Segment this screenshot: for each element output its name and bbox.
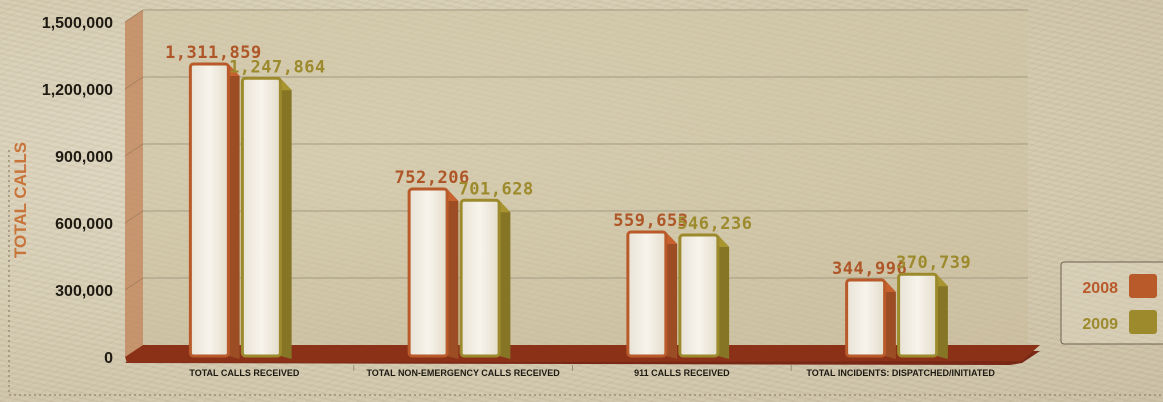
data-label: 344,996 (832, 259, 907, 279)
gridline-side (124, 9, 144, 23)
x-category-label: 911 CALLS RECEIVED (634, 368, 730, 378)
y-tick-label: 300,000 (55, 283, 113, 300)
chart-back-wall (143, 10, 1028, 345)
bar-side (499, 200, 511, 359)
bar (626, 230, 668, 358)
bar-side (665, 232, 678, 359)
bar-side (717, 235, 730, 359)
data-label: 701,628 (459, 179, 534, 199)
data-label: 546,236 (677, 214, 752, 234)
data-label: 370,739 (896, 253, 971, 273)
data-label: 1,311,859 (165, 43, 262, 63)
y-tick-label: 600,000 (55, 216, 113, 233)
chart-side-wall (125, 10, 143, 357)
plot-area: 0 300,000 600,000 900,000 1,200,000 1,500,000… (42, 9, 1040, 378)
chart-floor-top (125, 345, 1040, 363)
y-tick-label: 1,500,000 (42, 15, 113, 32)
x-category-label: TOTAL NON-EMERGENCY CALLS RECEIVED (366, 368, 560, 378)
bar-side (228, 64, 240, 359)
bar-side (936, 274, 948, 359)
bar (240, 76, 282, 358)
data-label: 752,206 (395, 168, 470, 188)
legend-swatch (1129, 274, 1157, 298)
y-tick-label: 900,000 (55, 149, 113, 166)
data-label: 559,653 (613, 211, 688, 231)
legend: 2008 2009 (1060, 261, 1163, 345)
bar (678, 233, 720, 358)
bar (897, 272, 939, 358)
y-axis-title: TOTAL CALLS (11, 142, 30, 258)
bar (407, 187, 449, 358)
legend-label: 2009 (1082, 316, 1118, 333)
gridline-side (124, 143, 144, 157)
legend-label: 2008 (1082, 280, 1118, 297)
bar (459, 198, 501, 358)
legend-swatch (1129, 310, 1157, 334)
y-tick-label: 1,200,000 (42, 82, 113, 99)
x-category-label: TOTAL CALLS RECEIVED (189, 368, 300, 378)
bar-side (447, 189, 459, 359)
gridline-side (124, 76, 144, 90)
bar (188, 62, 230, 358)
bar (845, 278, 887, 358)
bar-side (884, 279, 896, 359)
data-label: 1,247,864 (229, 57, 326, 77)
y-tick-label: 0 (104, 350, 113, 367)
gridline-side (124, 277, 144, 291)
bar-side (280, 78, 292, 360)
gridline-side (124, 210, 144, 224)
x-category-label: TOTAL INCIDENTS: DISPATCHED/INITIATED (806, 368, 995, 378)
